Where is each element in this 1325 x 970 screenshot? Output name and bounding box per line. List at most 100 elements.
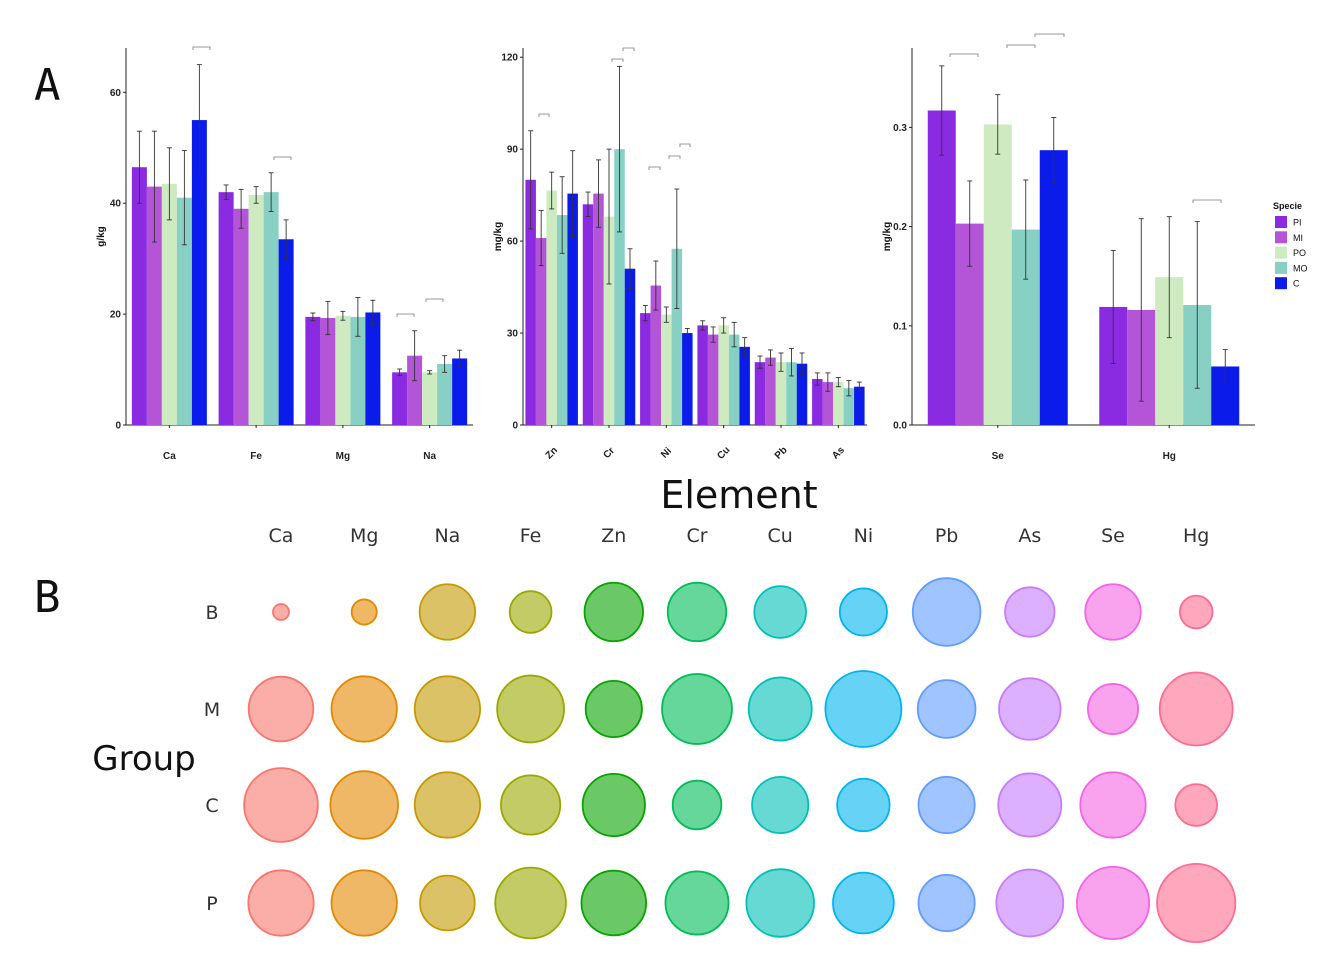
bar-C-Cr — [624, 268, 636, 425]
x-axis-title: Element — [660, 473, 817, 517]
legend-swatch-PI — [1275, 216, 1287, 228]
y-tick-label: 0.2 — [893, 222, 907, 233]
x-tick-label: Cu — [715, 445, 732, 462]
bubble-P-Ca — [247, 869, 315, 937]
y-tick-label: 0.0 — [893, 421, 907, 432]
bar-MI-Mg — [320, 317, 336, 425]
bar-PI-Ni — [640, 313, 651, 425]
bubble-M-Se — [1087, 683, 1139, 735]
bar-MO-Cu — [728, 334, 740, 425]
legend-swatch-C — [1275, 277, 1287, 290]
bubble-M-Hg — [1158, 671, 1234, 747]
bubble-M-Mg — [330, 675, 398, 743]
bar-PI-Zn — [525, 179, 536, 425]
bubble-M-Pb — [916, 679, 977, 739]
bubble-B-Cu — [753, 585, 807, 639]
bubble-C-Mg — [329, 770, 399, 840]
x-tick-label: Fe — [250, 451, 262, 462]
y-tick-label: 90 — [507, 145, 519, 156]
bubble-column-label: Pb — [935, 525, 959, 547]
bubble-y-axis-title: Group — [92, 739, 196, 779]
bar-chart-trace-elements: 0 30 60 90 120 mg/kg Zn Cr Ni Cu Pb As — [493, 47, 867, 462]
bar-MO-Fe — [263, 192, 279, 425]
bubble-P-Hg — [1156, 862, 1237, 944]
bubble-column-label: Ca — [269, 525, 294, 547]
bubble-P-Ni — [832, 871, 895, 935]
bubble-C-Ni — [836, 777, 891, 833]
bubble-C-Pb — [917, 775, 976, 835]
bubble-chart: Ca Mg Na Fe Zn Cr Cu Ni Pb As Se Hg B M C P Group — [92, 525, 1237, 944]
legend-label-PI: PI — [1293, 218, 1302, 228]
bar-C-As — [854, 386, 865, 425]
bar-MI-Cu — [707, 334, 719, 425]
panel-b-letter: B — [34, 572, 61, 623]
legend-swatch-MO — [1275, 261, 1287, 274]
bubble-M-Cr — [661, 673, 733, 745]
y-tick-label: 0 — [512, 421, 518, 432]
legend: Specie PI MI PO MO C — [1273, 201, 1308, 290]
y-tick-label: 20 — [110, 310, 122, 321]
bar-MI-Ni — [650, 285, 662, 425]
bubble-C-Ca — [243, 767, 319, 843]
bar-PO-Na — [422, 372, 438, 425]
y-tick-label: 40 — [110, 199, 122, 210]
significance-bracket — [949, 53, 979, 57]
bar-MI-As — [822, 382, 834, 425]
bubble-row-label: M — [204, 699, 220, 721]
bubble-B-As — [1004, 586, 1056, 638]
x-tick-label: Se — [992, 451, 1005, 462]
legend-label-C: C — [1293, 279, 1300, 289]
y-tick-label: 60 — [507, 237, 519, 248]
bubble-P-As — [995, 868, 1065, 938]
bar-PO-Mg — [335, 315, 351, 425]
bubble-M-Fe — [496, 674, 565, 744]
bar-chart-se-hg: 0.0 0.1 0.2 0.3 mg/kg Se Hg — [882, 33, 1255, 462]
bar-C-Se — [1039, 150, 1068, 426]
bubble-B-Hg — [1178, 594, 1214, 630]
bubble-B-Zn — [583, 581, 644, 643]
bar-chart-macro-elements: 0 20 40 60 g/kg Ca Fe Mg Na — [96, 46, 473, 462]
bar-MO-Pb — [786, 362, 797, 425]
y-axis-label: mg/kg — [882, 222, 893, 251]
bar-MI-Fe — [233, 208, 249, 425]
bubble-column-label: Cu — [768, 525, 793, 547]
x-tick-label: Pb — [773, 445, 790, 462]
bar-PO-Pb — [775, 362, 787, 425]
bubble-B-Cr — [666, 581, 728, 643]
bar-MO-As — [843, 388, 855, 425]
bar-MO-Ca — [176, 197, 192, 425]
bar-MI-Pb — [765, 357, 776, 425]
significance-bracket — [425, 298, 444, 302]
bubble-column-label: Se — [1101, 525, 1125, 547]
legend-swatch-MI — [1275, 231, 1287, 244]
bubble-column-label: Mg — [350, 525, 378, 547]
bar-C-Zn — [567, 193, 578, 425]
bar-MO-Ni — [671, 248, 683, 425]
bubble-C-Cr — [671, 779, 723, 831]
bar-PO-Fe — [248, 194, 264, 425]
bar-PI-Pb — [754, 362, 766, 425]
bar-PI-As — [812, 379, 823, 425]
bar-C-Ni — [682, 333, 693, 425]
bubble-row-label: B — [205, 602, 218, 624]
legend-label-PO: PO — [1293, 248, 1306, 258]
significance-bracket — [273, 156, 292, 160]
bubble-column-label: Na — [434, 525, 460, 547]
bar-PO-As — [833, 382, 844, 425]
bar-MI-Zn — [535, 238, 547, 425]
bubble-M-Zn — [584, 679, 643, 739]
bar-PI-Ca — [131, 167, 147, 425]
y-tick-label: 0.1 — [893, 321, 907, 332]
y-tick-label: 120 — [501, 53, 518, 64]
bubble-C-Zn — [581, 772, 646, 838]
legend-title: Specie — [1273, 201, 1302, 211]
x-tick-label: Cr — [601, 445, 617, 461]
bar-PO-Zn — [546, 190, 557, 425]
bubble-B-Na — [418, 583, 477, 641]
bar-PI-Cu — [697, 325, 708, 425]
bar-C-Fe — [278, 239, 294, 425]
bubble-M-Ni — [824, 670, 903, 748]
significance-bracket — [648, 166, 661, 170]
significance-bracket — [538, 113, 550, 117]
significance-bracket — [396, 313, 415, 317]
